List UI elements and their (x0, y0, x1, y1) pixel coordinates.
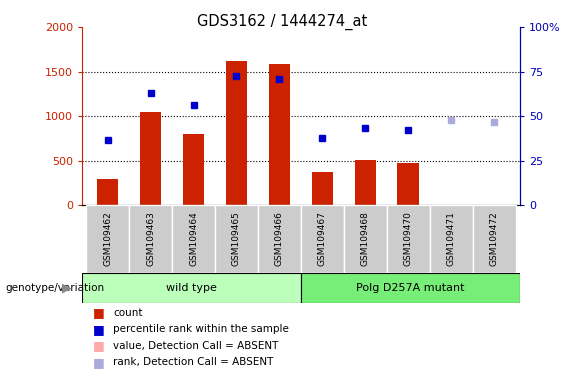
Bar (354, 160, 376, 205)
Bar (301, 273, 520, 303)
Bar (82, 273, 301, 303)
Text: GSM109464: GSM109464 (189, 212, 198, 266)
Text: GSM109463: GSM109463 (146, 212, 155, 266)
Bar (172, 205, 215, 273)
Text: GSM109472: GSM109472 (489, 212, 498, 266)
Bar (183, 134, 205, 205)
Bar (140, 112, 162, 205)
Text: genotype/variation: genotype/variation (6, 283, 105, 293)
Bar (129, 205, 172, 273)
Text: percentile rank within the sample: percentile rank within the sample (113, 324, 289, 334)
Text: GSM109471: GSM109471 (446, 212, 455, 266)
Text: rank, Detection Call = ABSENT: rank, Detection Call = ABSENT (113, 358, 273, 367)
Text: Polg D257A mutant: Polg D257A mutant (356, 283, 464, 293)
Text: ■: ■ (93, 306, 105, 319)
Text: count: count (113, 308, 142, 318)
Text: wild type: wild type (166, 283, 217, 293)
Bar (301, 205, 344, 273)
Text: GDS3162 / 1444274_at: GDS3162 / 1444274_at (197, 13, 368, 30)
Bar (429, 205, 472, 273)
Text: GSM109462: GSM109462 (103, 212, 112, 266)
Bar (472, 205, 515, 273)
Text: GSM109470: GSM109470 (403, 212, 412, 266)
Bar (344, 205, 386, 273)
Text: ■: ■ (93, 323, 105, 336)
Text: GSM109467: GSM109467 (318, 212, 327, 266)
Bar (269, 65, 290, 205)
Text: value, Detection Call = ABSENT: value, Detection Call = ABSENT (113, 341, 279, 351)
Text: ▶: ▶ (62, 281, 72, 295)
Text: GSM109468: GSM109468 (361, 212, 370, 266)
Bar (386, 205, 429, 273)
Bar (258, 205, 301, 273)
Bar (311, 172, 333, 205)
Bar (226, 61, 247, 205)
Text: GSM109466: GSM109466 (275, 212, 284, 266)
Text: GSM109465: GSM109465 (232, 212, 241, 266)
Bar (86, 205, 129, 273)
Bar (97, 179, 119, 205)
Bar (215, 205, 258, 273)
Text: ■: ■ (93, 339, 105, 353)
Bar (397, 164, 419, 205)
Text: ■: ■ (93, 356, 105, 369)
